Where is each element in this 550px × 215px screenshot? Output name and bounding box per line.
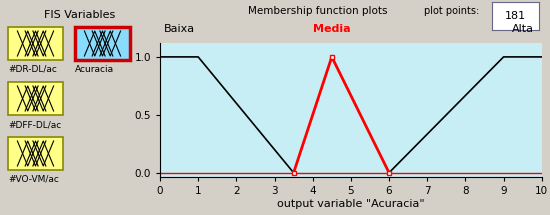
Bar [8,137,63,170]
Text: #VO-VM/ac: #VO-VM/ac [8,175,59,184]
Text: FIS Variables: FIS Variables [45,10,116,20]
Text: Membership function plots: Membership function plots [248,6,388,17]
Text: 181: 181 [505,11,526,21]
Text: Media: Media [313,24,350,34]
Text: Baixa: Baixa [163,24,195,34]
Text: #DR-DL/ac: #DR-DL/ac [8,65,57,74]
Text: Acuracia: Acuracia [75,65,114,74]
Bar [8,82,63,115]
Text: Alta: Alta [512,24,534,34]
Text: plot points:: plot points: [424,6,478,17]
Text: #DFF-DL/ac: #DFF-DL/ac [8,120,61,129]
Bar [8,27,63,60]
Bar [75,27,130,60]
X-axis label: output variable "Acuracia": output variable "Acuracia" [277,199,425,209]
